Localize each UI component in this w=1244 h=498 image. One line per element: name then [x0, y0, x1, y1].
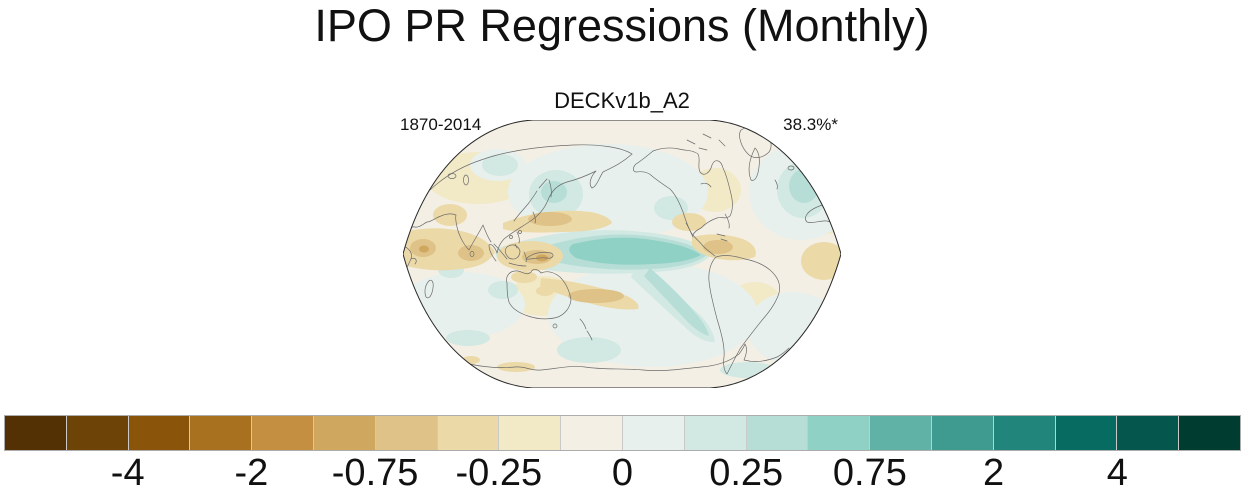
- field-patch-level-11: [482, 154, 518, 176]
- field-patch-level-10: [747, 292, 839, 364]
- coastline-madagascar: [424, 279, 434, 299]
- colorbar-tick--0.75: -0.75: [331, 452, 419, 494]
- panel-model-label: DECKv1b_A2: [554, 88, 690, 113]
- coastline-sulawesi: [523, 251, 527, 263]
- colorbar-segment-9: [561, 416, 622, 450]
- field-patch-level-12: [541, 181, 567, 203]
- colorbar-tick-0: 0: [611, 452, 634, 494]
- colorbar-segment-19: [1179, 416, 1240, 450]
- panel-variance-label: 38.3%*: [783, 115, 838, 134]
- coastline-florida: [724, 213, 730, 229]
- coastline-borneo: [504, 244, 521, 260]
- colorbar-segment-11: [684, 416, 746, 450]
- colorbar-tick-4: 4: [1106, 452, 1128, 494]
- coastline-horn-of-africa: [410, 258, 417, 265]
- colorbar-segment-15: [931, 416, 993, 450]
- map-outline: [403, 120, 841, 388]
- coastline-java: [508, 262, 527, 267]
- coastline-arctic-islands: [686, 133, 726, 151]
- field-patch-level-6: [568, 289, 624, 303]
- field-patch-level-13: [569, 237, 701, 265]
- field-patch-level-7: [433, 204, 467, 226]
- field-patch-level-6: [528, 212, 572, 226]
- coastline-north-america-west: [633, 150, 716, 257]
- coastline-north-america-east: [652, 147, 733, 236]
- colorbar-segment-12: [746, 416, 808, 450]
- colorbar-tick-2: 2: [983, 452, 1005, 494]
- coastline-black-sea: [447, 173, 457, 179]
- colorbar-segment-14: [870, 416, 931, 450]
- field-patch-level-7: [672, 213, 706, 231]
- colorbar-segment-17: [1055, 416, 1117, 450]
- coastline-new-guinea: [525, 251, 554, 260]
- coastline-australia: [506, 269, 572, 320]
- field-patch-level-6: [703, 240, 733, 254]
- colorbar: [4, 415, 1241, 451]
- colorbar-segment-10: [622, 416, 684, 450]
- field-patch-level-12: [789, 169, 819, 203]
- coastline-tasmania: [552, 323, 558, 329]
- figure-title: IPO PR Regressions (Monthly): [314, 0, 930, 51]
- colorbar-segment-3: [190, 416, 252, 450]
- colorbar-zone: -4 -2 -0.75 -0.25 0 0.25 0.75 2 4: [4, 415, 1241, 495]
- colorbar-tick--4: -4: [110, 452, 145, 494]
- coastlines: [403, 126, 841, 375]
- coastline-sumatra: [493, 243, 508, 260]
- colorbar-segment-2: [128, 416, 190, 450]
- coastline-antarctica: [454, 343, 790, 372]
- field-patch-level-7: [536, 286, 554, 296]
- coastline-taiwan: [518, 230, 522, 234]
- field-patch-level-11: [488, 281, 518, 299]
- regression-field: [403, 120, 841, 388]
- colorbar-segment-5: [313, 416, 375, 450]
- coastline-eurasia-arctic: [408, 144, 633, 219]
- coastline-great-lakes: [700, 182, 712, 188]
- colorbar-tick-row: -4 -2 -0.75 -0.25 0 0.25 0.75 2 4: [4, 451, 1241, 495]
- colorbar-segment-13: [808, 416, 870, 450]
- field-patch-level-11: [654, 196, 688, 220]
- coastline-baja: [685, 222, 694, 238]
- colorbar-tick-0.75: 0.75: [832, 452, 907, 494]
- coastline-new-zealand: [579, 318, 593, 341]
- colorbar-segment-16: [993, 416, 1055, 450]
- panel-period-label: 1870-2014: [400, 115, 482, 134]
- coastline-hainan: [509, 235, 513, 239]
- coastline-sri-lanka: [469, 251, 475, 257]
- colorbar-segment-4: [252, 416, 313, 450]
- coastline-sakhalin: [548, 179, 552, 198]
- colorbar-segment-7: [437, 416, 499, 450]
- field-patch-level-6: [458, 245, 484, 261]
- field-patch-level-11: [720, 362, 776, 378]
- colorbar-segment-1: [66, 416, 128, 450]
- colorbar-tick--0.25: -0.25: [455, 452, 543, 494]
- field-patch-level-11: [557, 337, 621, 363]
- field-patch-level-12: [644, 268, 709, 336]
- colorbar-segment-8: [499, 416, 561, 450]
- coastline-south-america: [708, 255, 780, 375]
- coastline-east-asia: [488, 153, 633, 262]
- world-map-panel: [403, 120, 841, 388]
- coastline-britain: [774, 179, 778, 190]
- coastline-india-arabia: [403, 213, 492, 251]
- world-map-svg: [403, 120, 841, 388]
- colorbar-tick--2: -2: [234, 452, 269, 494]
- field-patch-level-5: [419, 245, 429, 253]
- coastline-scandinavia: [748, 147, 760, 181]
- colorbar-segment-18: [1117, 416, 1179, 450]
- field-patch-level-7: [511, 271, 537, 283]
- coastline-korea: [532, 211, 536, 224]
- coastline-iceland: [787, 165, 795, 171]
- colorbar-tick-0.25: 0.25: [709, 452, 784, 494]
- coastline-caribbean: [716, 233, 728, 242]
- coastline-caspian-sea: [463, 174, 469, 186]
- coastline-kuril: [538, 178, 548, 189]
- field-patch-level-11: [446, 330, 490, 346]
- colorbar-segment-0: [5, 416, 66, 450]
- colorbar-segment-6: [375, 416, 437, 450]
- coastline-japan: [513, 190, 538, 222]
